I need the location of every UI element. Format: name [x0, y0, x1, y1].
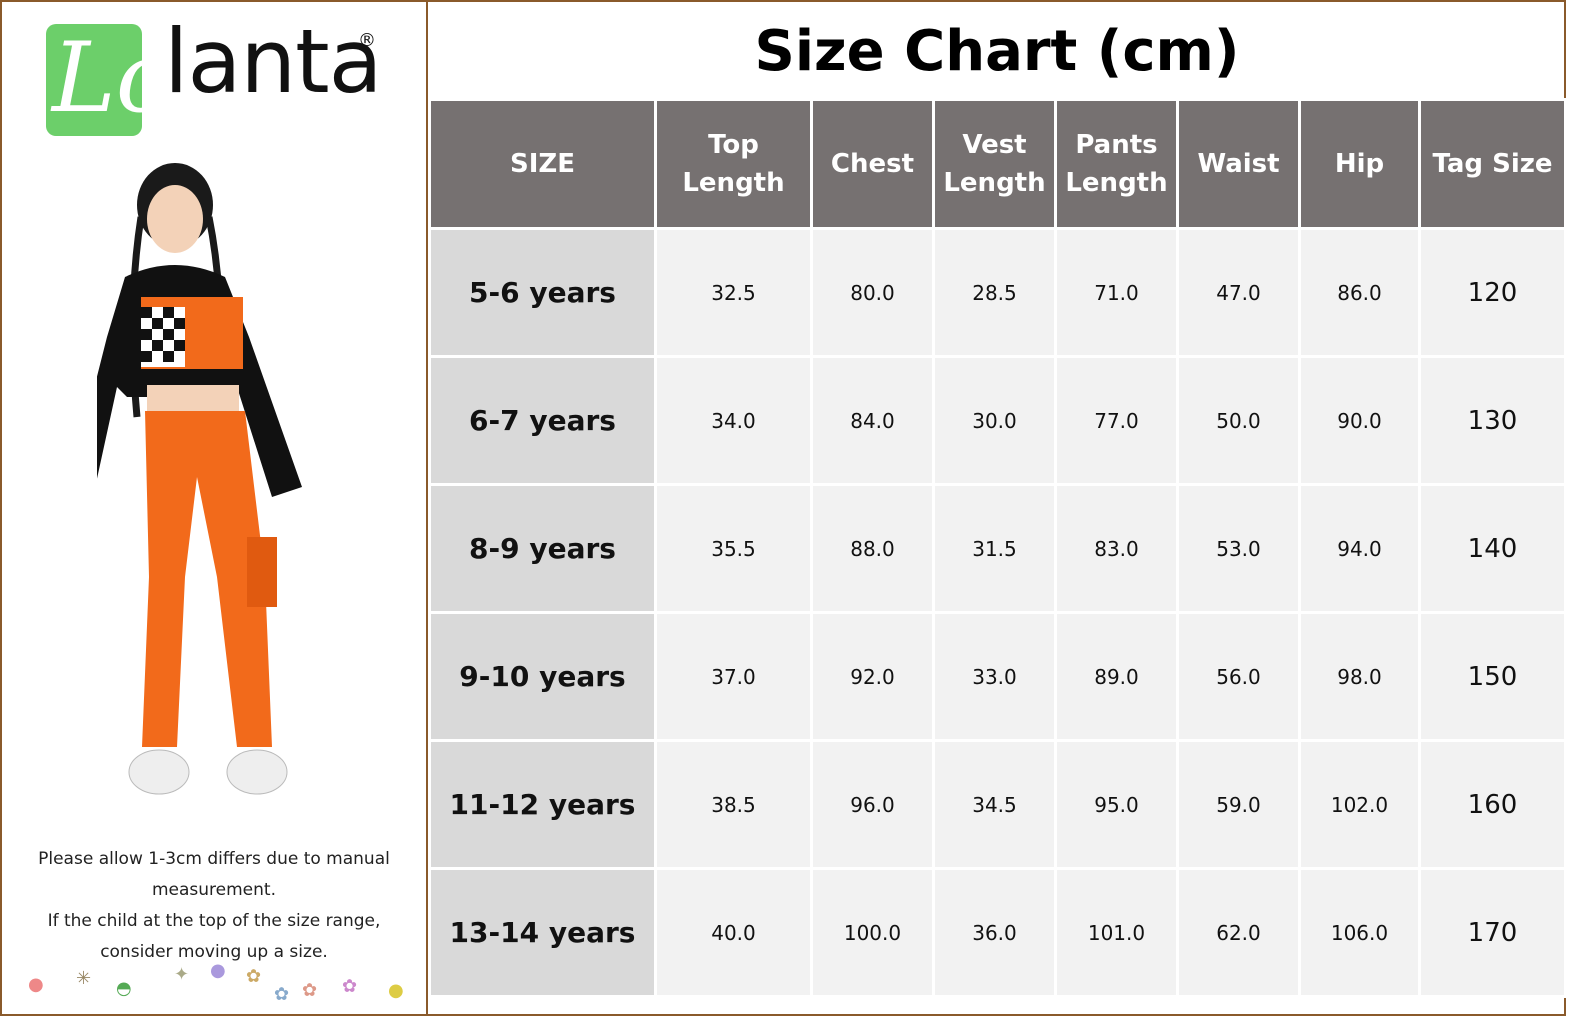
table-row: 9-10 years 37.0 92.0 33.0 89.0 56.0 98.0… [428, 611, 1567, 742]
cell-chest: 88.0 [810, 483, 935, 614]
cell-size: 8-9 years [428, 483, 657, 614]
page-title: Size Chart (cm) [754, 19, 1240, 84]
table-row: 11-12 years 38.5 96.0 34.5 95.0 59.0 102… [428, 739, 1567, 870]
balloon-icon: ● [210, 960, 226, 981]
cell-tag-size: 140 [1418, 483, 1567, 614]
cell-size: 13-14 years [428, 867, 657, 998]
cell-hip: 86.0 [1298, 227, 1421, 358]
cell-top-length: 35.5 [654, 483, 813, 614]
cell-tag-size: 120 [1418, 227, 1567, 358]
cell-top-length: 40.0 [654, 867, 813, 998]
brand-logo: Lo lanta ® [46, 10, 386, 139]
logo-mark: Lo [52, 22, 174, 134]
table-row: 5-6 years 32.5 80.0 28.5 71.0 47.0 86.0 … [428, 227, 1567, 358]
cell-vest-length: 33.0 [932, 611, 1057, 742]
cell-pants-length: 101.0 [1054, 867, 1179, 998]
cell-pants-length: 89.0 [1054, 611, 1179, 742]
header-hip: Hip [1298, 98, 1421, 230]
cell-waist: 56.0 [1176, 611, 1301, 742]
butterfly-icon: ✿ [246, 966, 262, 987]
flower-icon: ✿ [342, 976, 358, 997]
cell-vest-length: 31.5 [932, 483, 1057, 614]
cell-top-length: 37.0 [654, 611, 813, 742]
lemon-icon: ● [388, 980, 404, 1001]
cell-tag-size: 160 [1418, 739, 1567, 870]
product-photo [97, 163, 302, 795]
decorative-doodles: ● ✳ ◓ ✦ ● ✿ ✿ ✿ ✿ ● [24, 960, 414, 1010]
cell-size: 5-6 years [428, 227, 657, 358]
cell-size: 6-7 years [428, 355, 657, 486]
measurement-note: Please allow 1-3cm differs due to manual… [12, 844, 416, 968]
watermelon-icon: ◓ [116, 978, 132, 999]
cell-top-length: 32.5 [654, 227, 813, 358]
cell-chest: 84.0 [810, 355, 935, 486]
cell-hip: 90.0 [1298, 355, 1421, 486]
bee-icon: ✦ [174, 964, 190, 985]
logo-mark-box: Lo [46, 22, 174, 136]
header-chest: Chest [810, 98, 935, 230]
twig-icon: ✳ [76, 968, 92, 989]
cell-size: 11-12 years [428, 739, 657, 870]
table-row: 13-14 years 40.0 100.0 36.0 101.0 62.0 1… [428, 867, 1567, 998]
cell-vest-length: 28.5 [932, 227, 1057, 358]
table-row: 6-7 years 34.0 84.0 30.0 77.0 50.0 90.0 … [428, 355, 1567, 486]
cell-pants-length: 71.0 [1054, 227, 1179, 358]
title-row: Size Chart (cm) [430, 2, 1564, 98]
note-line-2: If the child at the top of the size rang… [47, 911, 381, 962]
cell-pants-length: 83.0 [1054, 483, 1179, 614]
left-panel: Lo lanta ® Please allow [2, 2, 428, 1014]
cell-pants-length: 95.0 [1054, 739, 1179, 870]
apple-icon: ● [28, 974, 44, 995]
header-vest-length: Vest Length [932, 98, 1057, 230]
cell-waist: 53.0 [1176, 483, 1301, 614]
cell-top-length: 34.0 [654, 355, 813, 486]
cell-hip: 106.0 [1298, 867, 1421, 998]
note-line-1: Please allow 1-3cm differs due to manual… [38, 849, 390, 900]
cell-chest: 92.0 [810, 611, 935, 742]
registered-mark: ® [358, 30, 376, 51]
cell-tag-size: 170 [1418, 867, 1567, 998]
cell-hip: 102.0 [1298, 739, 1421, 870]
table-row: 8-9 years 35.5 88.0 31.5 83.0 53.0 94.0 … [428, 483, 1567, 614]
header-tag-size: Tag Size [1418, 98, 1567, 230]
cell-size: 9-10 years [428, 611, 657, 742]
cell-vest-length: 34.5 [932, 739, 1057, 870]
header-waist: Waist [1176, 98, 1301, 230]
cell-chest: 100.0 [810, 867, 935, 998]
header-size: SIZE [428, 98, 657, 230]
table-header-row: SIZE Top Length Chest Vest Length Pants … [428, 98, 1567, 230]
cell-waist: 59.0 [1176, 739, 1301, 870]
cell-vest-length: 36.0 [932, 867, 1057, 998]
cell-waist: 50.0 [1176, 355, 1301, 486]
cell-tag-size: 130 [1418, 355, 1567, 486]
header-pants-length: Pants Length [1054, 98, 1179, 230]
cell-chest: 80.0 [810, 227, 935, 358]
header-top-length: Top Length [654, 98, 813, 230]
cell-vest-length: 30.0 [932, 355, 1057, 486]
cell-waist: 62.0 [1176, 867, 1301, 998]
cell-hip: 94.0 [1298, 483, 1421, 614]
cell-pants-length: 77.0 [1054, 355, 1179, 486]
flower-icon: ✿ [274, 984, 290, 1005]
cell-top-length: 38.5 [654, 739, 813, 870]
cell-waist: 47.0 [1176, 227, 1301, 358]
cell-hip: 98.0 [1298, 611, 1421, 742]
logo-text: lanta [164, 10, 383, 113]
size-chart-table: SIZE Top Length Chest Vest Length Pants … [428, 98, 1567, 998]
cell-tag-size: 150 [1418, 611, 1567, 742]
cell-chest: 96.0 [810, 739, 935, 870]
flower-icon: ✿ [302, 980, 318, 1001]
